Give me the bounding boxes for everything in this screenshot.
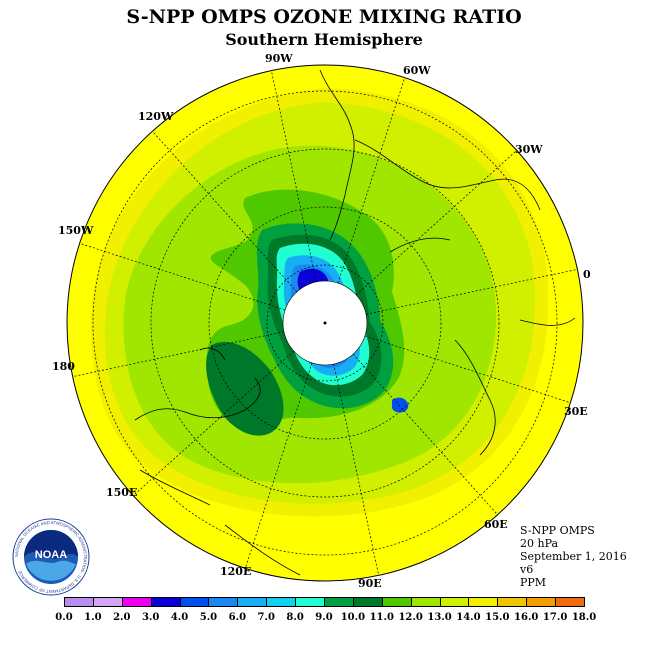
colorbar-tick-label: 18.0 — [571, 612, 597, 623]
coastlines — [134, 69, 576, 576]
colorbar-cell — [92, 597, 123, 607]
lon-label-90w: 90W — [265, 52, 293, 65]
colorbar-tick-label: 3.0 — [141, 612, 160, 623]
info-units: PPM — [520, 576, 547, 589]
colorbar-tick-label: 12.0 — [398, 612, 423, 623]
lon-label-180: 180 — [52, 360, 75, 373]
latitude-circle — [208, 206, 442, 440]
colorbar-cell — [352, 597, 383, 607]
colorbar-cell — [121, 597, 152, 607]
colorbar-cell — [381, 597, 412, 607]
colorbar-cell — [266, 597, 297, 607]
meridian-line — [244, 362, 313, 569]
contour-band-5-isolated — [392, 397, 409, 413]
info-date: September 1, 2016 — [520, 550, 627, 563]
meridian-line — [352, 353, 498, 515]
colorbar-tick-label: 9.0 — [315, 612, 333, 623]
map-border — [66, 64, 584, 582]
colorbar-cell — [410, 597, 441, 607]
colorbar-cell — [64, 597, 94, 607]
colorbar-tick-label: 10.0 — [340, 612, 366, 623]
colorbar-cell — [497, 597, 528, 607]
meridian-line — [364, 335, 571, 404]
lon-label-60w: 60W — [403, 64, 431, 77]
lon-label-150w: 150W — [58, 224, 94, 237]
colorbar-cell — [468, 597, 499, 607]
lon-label-150e: 150E — [106, 486, 138, 499]
lon-label-30e: 30E — [564, 405, 588, 418]
colorbar-tick-label: 5.0 — [199, 612, 218, 623]
colorbar — [64, 597, 585, 609]
graticule — [72, 70, 578, 576]
colorbar-tick-label: 1.0 — [84, 612, 102, 623]
lon-label-120e: 120E — [220, 565, 252, 578]
page-title: S-NPP OMPS OZONE MIXING RATIO — [126, 6, 522, 28]
colorbar-cell — [295, 597, 325, 607]
lon-label-60e: 60E — [484, 518, 508, 531]
south-pole-marker — [323, 321, 327, 325]
info-block: S-NPP OMPS 20 hPa September 1, 2016 v6 P… — [520, 524, 627, 589]
lon-label-0: 0 — [583, 268, 591, 281]
lon-label-120w: 120W — [138, 110, 174, 123]
colorbar-tick-label: 6.0 — [228, 612, 247, 623]
meridian-line — [79, 242, 286, 311]
colorbar-tick-label: 8.0 — [286, 612, 304, 623]
lon-label-30w: 30W — [515, 143, 543, 156]
latitude-circle — [266, 264, 384, 382]
colorbar-tick-label: 13.0 — [427, 612, 452, 623]
colorbar-tick-label: 16.0 — [514, 612, 539, 623]
colorbar-cell — [179, 597, 210, 607]
meridian-line — [133, 350, 295, 496]
colorbar-tick-label: 15.0 — [485, 612, 510, 623]
colorbar-cell — [208, 597, 239, 607]
page-subtitle: Southern Hemisphere — [225, 30, 423, 49]
latitude-circle — [150, 148, 500, 498]
colorbar-cell — [526, 597, 557, 607]
colorbar-tick-label: 0.0 — [55, 612, 73, 623]
contour-band-9-west — [206, 341, 284, 436]
meridian-line — [355, 150, 517, 296]
colorbar-cell — [324, 597, 354, 607]
latitude-circle — [92, 90, 558, 556]
colorbar-tick-label: 2.0 — [113, 612, 131, 623]
colorbar-tick-label: 4.0 — [170, 612, 189, 623]
info-pressure: 20 hPa — [520, 537, 559, 550]
noaa-logo-text: NOAA — [35, 549, 67, 561]
colorbar-cell — [150, 597, 181, 607]
colorbar-tick-label: 14.0 — [456, 612, 481, 623]
lon-label-90e: 90E — [358, 577, 382, 590]
colorbar-tick-label: 17.0 — [542, 612, 568, 623]
noaa-logo: NOAA NATIONAL OCEANIC AND ATMOSPHERIC AD… — [12, 518, 90, 596]
colorbar-tick-label: 7.0 — [257, 612, 275, 623]
meridian-line — [152, 131, 298, 293]
meridian-line — [337, 77, 406, 284]
colorbar-tick-label: 11.0 — [369, 612, 394, 623]
colorbar-cell — [555, 597, 585, 607]
colorbar-cell — [237, 597, 268, 607]
colorbar-cell — [439, 597, 470, 607]
info-version: v6 — [520, 563, 534, 576]
info-instrument: S-NPP OMPS — [520, 524, 595, 537]
